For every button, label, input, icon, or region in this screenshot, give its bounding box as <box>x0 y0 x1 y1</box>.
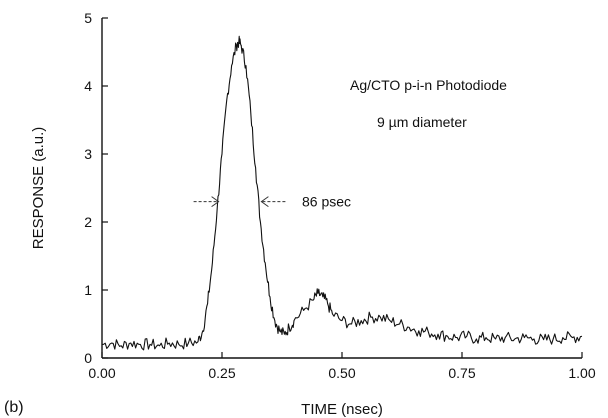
fwhm-label: 86 psec <box>302 194 351 210</box>
y-tick-label: 5 <box>84 10 92 26</box>
y-tick-label: 3 <box>84 146 92 162</box>
annotation-line-2: 9 µm diameter <box>377 114 467 130</box>
fwhm-left-arrowhead <box>211 196 220 208</box>
y-tick-label: 4 <box>84 78 92 94</box>
annotation-line-1: Ag/CTO p-i-n Photodiode <box>350 77 507 93</box>
y-tick-label: 1 <box>84 282 92 298</box>
x-tick-label: 0.50 <box>328 365 355 381</box>
plot-axes <box>101 18 582 359</box>
fwhm-right-arrowhead <box>260 196 269 208</box>
y-tick-label: 0 <box>84 350 92 366</box>
y-axis-title: RESPONSE (a.u.) <box>30 127 47 250</box>
fwhm-markers <box>193 196 287 208</box>
x-ticks: 0.00 0.25 0.50 0.75 1.00 <box>88 352 596 381</box>
panel-label: (b) <box>4 399 24 416</box>
x-axis-title: TIME (nsec) <box>301 401 383 418</box>
x-tick-label: 0.25 <box>208 365 235 381</box>
x-tick-label: 1.00 <box>568 365 595 381</box>
response-series-line <box>101 35 583 351</box>
x-tick-label: 0.00 <box>88 365 115 381</box>
y-ticks: 0 1 2 3 4 5 <box>84 10 108 366</box>
x-tick-label: 0.75 <box>448 365 475 381</box>
y-tick-label: 2 <box>84 214 92 230</box>
